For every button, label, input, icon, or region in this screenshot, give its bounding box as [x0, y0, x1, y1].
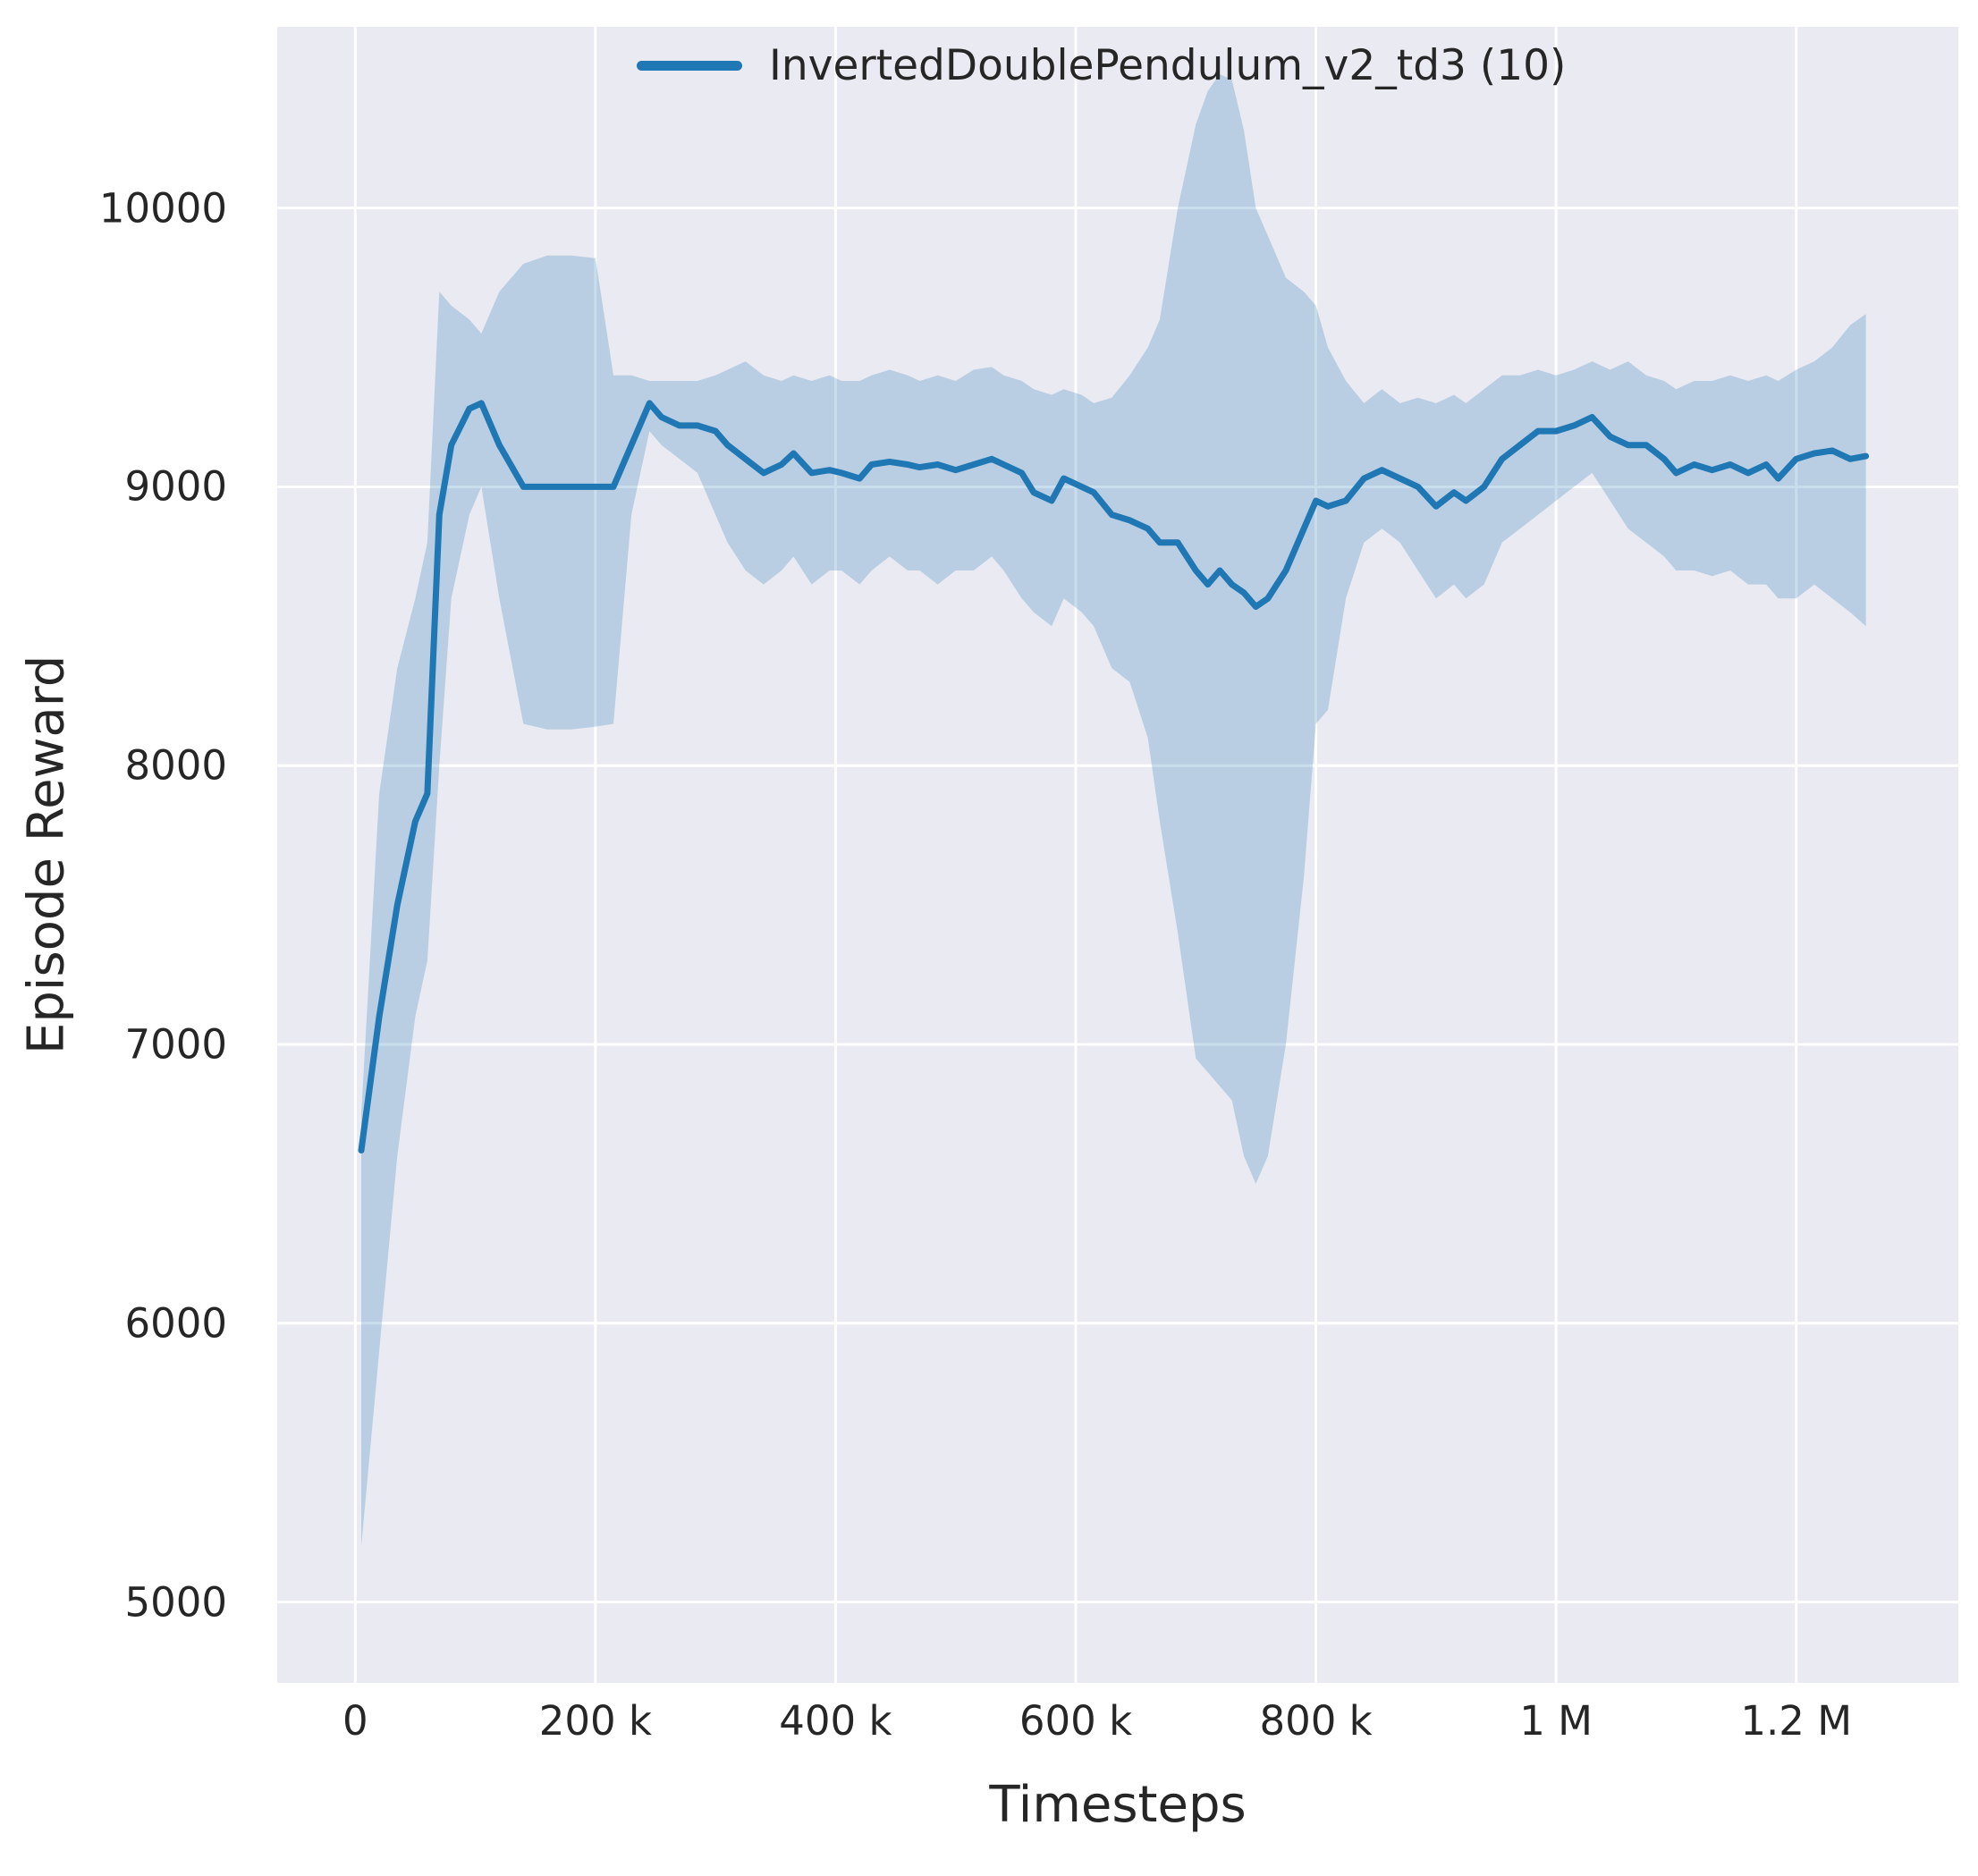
y-tick-label: 9000	[124, 462, 227, 511]
y-tick-label: 6000	[124, 1299, 227, 1348]
chart-canvas	[277, 27, 1958, 1683]
x-tick-label: 1 M	[1519, 1697, 1593, 1745]
x-tick-label: 0	[342, 1697, 368, 1745]
y-tick-label: 8000	[124, 741, 227, 790]
legend-label: InvertedDoublePendulum_v2_td3 (10)	[769, 41, 1567, 90]
x-tick-label: 1.2 M	[1740, 1697, 1853, 1745]
x-tick-label: 600 k	[1019, 1697, 1133, 1745]
plot-area	[277, 27, 1958, 1683]
y-tick-label: 7000	[124, 1020, 227, 1069]
legend-line-sample	[637, 61, 742, 71]
x-axis-label: Timesteps	[989, 1776, 1247, 1834]
y-tick-label: 10000	[98, 184, 227, 232]
x-tick-label: 200 k	[538, 1697, 653, 1745]
legend: InvertedDoublePendulum_v2_td3 (10)	[637, 41, 1566, 90]
x-tick-labels: 0 200 k 400 k 600 k 800 k 1 M 1.2 M	[277, 1683, 1958, 1763]
y-tick-label: 5000	[124, 1578, 227, 1627]
confidence-band	[361, 74, 1866, 1547]
x-tick-label: 800 k	[1259, 1697, 1373, 1745]
y-axis-label: Episode Reward	[17, 655, 76, 1055]
x-tick-label: 400 k	[779, 1697, 892, 1745]
mean-line	[358, 400, 1870, 1153]
